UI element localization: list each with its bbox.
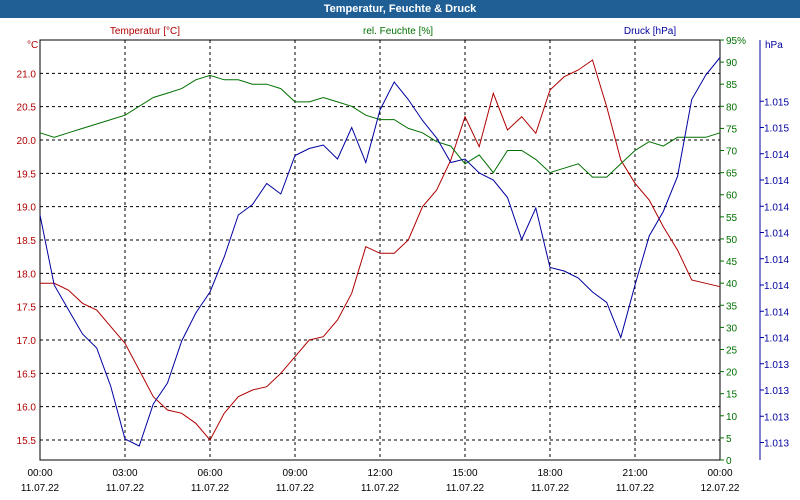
y-left-tick: 15.5 — [17, 436, 37, 447]
y-right-tick: 1.014 — [764, 307, 789, 318]
y-left-tick: 18.5 — [17, 236, 37, 247]
y-left-tick: 16.5 — [17, 369, 37, 380]
y-mid-tick: 35 — [726, 301, 738, 312]
y-mid-tick: 60 — [726, 191, 738, 202]
y-mid-tick: 5 — [726, 434, 732, 445]
legend-humidity: rel. Feuchte [%] — [363, 26, 433, 37]
x-tick-time: 00:00 — [27, 468, 52, 479]
y-mid-tick: 40 — [726, 279, 738, 290]
y-right-tick: 1.013 — [764, 412, 789, 423]
y-mid-tick: 65 — [726, 169, 738, 180]
y-left-tick: 18.0 — [17, 269, 37, 280]
y-right-tick: 1.013 — [764, 386, 789, 397]
y-mid-tick: 85 — [726, 80, 738, 91]
y-left-tick: 19.5 — [17, 169, 37, 180]
y-left-tick: 20.0 — [17, 136, 37, 147]
y-mid-tick: 0 — [726, 456, 732, 467]
y-right-unit: hPa — [765, 40, 783, 51]
x-tick-date: 11.07.22 — [531, 483, 570, 494]
pressure-line — [39, 57, 721, 447]
legend-temperature: Temperatur [°C] — [110, 26, 180, 37]
x-tick-time: 00:00 — [707, 468, 732, 479]
x-tick-time: 21:00 — [622, 468, 647, 479]
y-right-tick: 1.014 — [764, 281, 789, 292]
x-tick-time: 15:00 — [452, 468, 477, 479]
temperature-line — [40, 59, 721, 441]
x-tick-time: 03:00 — [112, 468, 137, 479]
y-left-unit: °C — [27, 40, 38, 51]
axis-labels: 00:00 11.07.22 03:00 11.07.22 06:00 11.07.22 0… — [17, 26, 790, 494]
x-tick-date: 11.07.22 — [276, 483, 315, 494]
x-tick-date: 11.07.22 — [361, 483, 400, 494]
x-tick-date: 12.07.22 — [701, 483, 740, 494]
y-mid-tick: 55 — [726, 213, 738, 224]
chart-title: Temperatur, Feuchte & Druck — [0, 0, 800, 18]
y-left-tick: 17.5 — [17, 303, 37, 314]
y-mid-tick: 75 — [726, 124, 738, 135]
y-left-tick: 19.0 — [17, 203, 37, 214]
y-mid-tick: 10 — [726, 412, 738, 423]
y-right-tick: 1.013 — [764, 439, 789, 450]
legend-pressure: Druck [hPa] — [624, 26, 676, 37]
x-tick-date: 11.07.22 — [446, 483, 485, 494]
y-left-tick: 20.5 — [17, 103, 37, 114]
y-mid-tick: 80 — [726, 102, 738, 113]
y-right-tick: 1.014 — [764, 202, 789, 213]
y-mid-tick: 25 — [726, 345, 738, 356]
x-tick-time: 06:00 — [197, 468, 222, 479]
y-right-tick: 1.015 — [764, 97, 789, 108]
x-tick-date: 11.07.22 — [616, 483, 655, 494]
humidity-line — [39, 74, 721, 178]
y-right-tick: 1.014 — [764, 229, 789, 240]
y-mid-tick: 95% — [726, 36, 746, 47]
y-left-tick: 17.0 — [17, 336, 37, 347]
y-right-tick: 1.015 — [764, 124, 789, 135]
grid — [39, 39, 764, 461]
y-left-tick: 16.0 — [17, 403, 37, 414]
x-tick-date: 11.07.22 — [191, 483, 230, 494]
y-right-tick: 1.014 — [764, 176, 789, 187]
x-tick-time: 18:00 — [537, 468, 562, 479]
y-right-tick: 1.014 — [764, 334, 789, 345]
series-lines — [39, 57, 721, 447]
y-mid-tick: 30 — [726, 323, 738, 334]
y-right-tick: 1.014 — [764, 255, 789, 266]
y-right-tick: 1.013 — [764, 360, 789, 371]
x-tick-date: 11.07.22 — [21, 483, 60, 494]
y-mid-tick: 50 — [726, 235, 738, 246]
y-right-tick: 1.014 — [764, 150, 789, 161]
y-mid-tick: 20 — [726, 368, 738, 379]
y-mid-tick: 90 — [726, 58, 738, 69]
y-left-tick: 21.0 — [17, 69, 37, 80]
x-tick-date: 11.07.22 — [106, 483, 145, 494]
x-tick-time: 12:00 — [367, 468, 392, 479]
y-mid-tick: 15 — [726, 390, 738, 401]
y-mid-tick: 70 — [726, 147, 738, 158]
y-mid-tick: 45 — [726, 257, 738, 268]
x-tick-time: 09:00 — [282, 468, 307, 479]
